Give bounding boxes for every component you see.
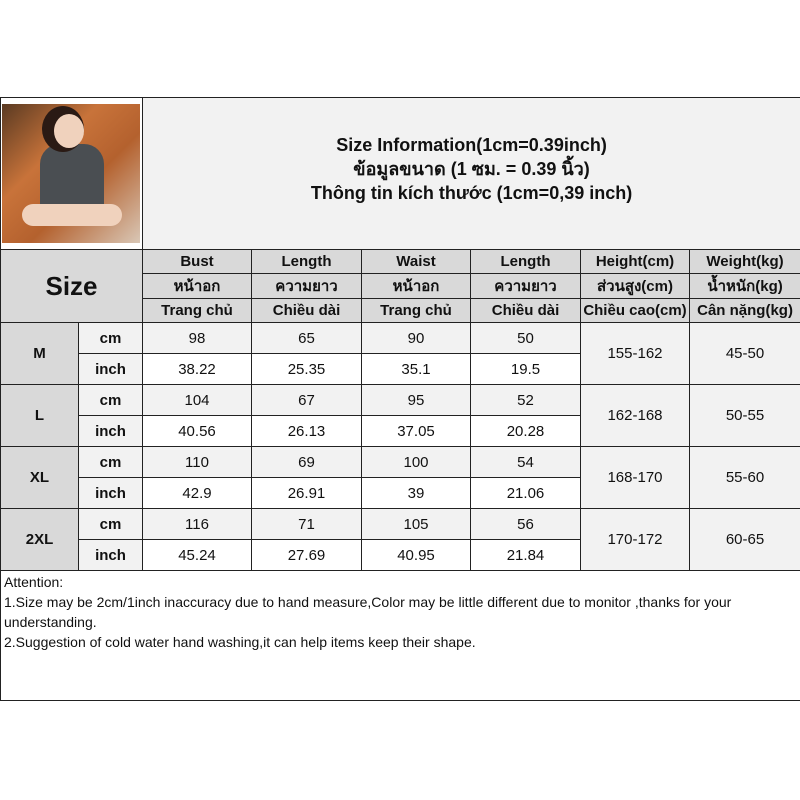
size-label: 2XL (0, 508, 79, 571)
size-label: L (0, 384, 79, 447)
weight-range: 50-55 (688, 384, 800, 447)
cell-value: 110 (142, 446, 252, 478)
table-row-cm: 2XL cm 116 71 105 56 170-172 60-65 (0, 508, 800, 571)
cell-value: 37.05 (361, 415, 471, 447)
chart-title: Size Information(1cm=0.39inch) ข้อมูลขนา… (141, 97, 800, 250)
attention-note-2: 2.Suggestion of cold water hand washing,… (4, 634, 476, 650)
cell-value: 21.06 (470, 477, 581, 509)
col-header-th: น้ำหนัก(kg) (688, 273, 800, 299)
cell-value: 71 (251, 508, 362, 540)
title-thai: ข้อมูลขนาด (1 ซม. = 0.39 นิ้ว) (353, 158, 590, 179)
unit-label: inch (78, 477, 143, 509)
cell-value: 56 (470, 508, 581, 540)
height-range: 168-170 (580, 446, 690, 509)
unit-label: inch (78, 539, 143, 571)
unit-label: cm (78, 322, 143, 354)
cell-value: 69 (251, 446, 362, 478)
col-header-en: Length (470, 249, 581, 274)
cell-value: 45.24 (142, 539, 252, 571)
col-header-en: Waist (361, 249, 471, 274)
cell-value: 54 (470, 446, 581, 478)
product-photo-cell (0, 97, 143, 250)
col-header-vi: Chiều dài (470, 298, 581, 323)
table-row-inch: inch 40.56 26.13 37.05 20.28 (1, 415, 800, 447)
cell-value: 35.1 (361, 353, 471, 385)
col-header-th: ส่วนสูง(cm) (580, 273, 690, 299)
cell-value: 95 (361, 384, 471, 416)
title-vietnamese: Thông tin kích thước (1cm=0,39 inch) (310, 182, 633, 203)
weight-range: 60-65 (688, 508, 800, 571)
table-row-inch: inch 42.9 26.91 39 21.06 (1, 477, 800, 509)
unit-label: cm (78, 384, 143, 416)
cell-value: 90 (361, 322, 471, 354)
cell-value: 50 (470, 322, 581, 354)
cell-value: 19.5 (470, 353, 581, 385)
cell-value: 27.69 (251, 539, 362, 571)
table-row-cm: XL cm 110 69 100 54 168-170 55-60 (0, 446, 800, 509)
cell-value: 25.35 (251, 353, 362, 385)
col-header-vi: Chiều dài (251, 298, 362, 323)
height-range: 162-168 (580, 384, 690, 447)
weight-range: 45-50 (688, 322, 800, 385)
col-header-vi: Trang chủ (361, 298, 471, 323)
cell-value: 105 (361, 508, 471, 540)
title-english: Size Information(1cm=0.39inch) (336, 134, 607, 155)
cell-value: 39 (361, 477, 471, 509)
cell-value: 52 (470, 384, 581, 416)
product-photo (2, 104, 140, 243)
cell-value: 42.9 (142, 477, 252, 509)
col-header-vi: Trang chủ (142, 298, 252, 323)
unit-label: inch (78, 415, 143, 447)
cell-value: 20.28 (470, 415, 581, 447)
cell-value: 38.22 (142, 353, 252, 385)
col-header-vi: Cân nặng(kg) (688, 298, 800, 323)
cell-value: 21.84 (470, 539, 581, 571)
attention-heading: Attention: (4, 574, 64, 590)
col-header-th: หน้าอก (361, 273, 471, 299)
cell-value: 65 (251, 322, 362, 354)
col-header-vi: Chiều cao(cm) (580, 298, 690, 323)
unit-label: cm (78, 508, 143, 540)
col-header-en: Length (251, 249, 362, 274)
cell-value: 26.91 (251, 477, 362, 509)
weight-range: 55-60 (688, 446, 800, 509)
col-header-en: Bust (142, 249, 252, 274)
col-header-th: ความยาว (251, 273, 362, 299)
size-header: Size (0, 249, 143, 323)
col-header-en: Weight(kg) (688, 249, 800, 274)
cell-value: 104 (142, 384, 252, 416)
cell-value: 40.95 (361, 539, 471, 571)
col-header-th: หน้าอก (142, 273, 252, 299)
height-range: 155-162 (580, 322, 690, 385)
cell-value: 26.13 (251, 415, 362, 447)
height-range: 170-172 (580, 508, 690, 571)
size-label: M (0, 322, 79, 385)
size-chart-table: Size Information(1cm=0.39inch) ข้อมูลขนา… (0, 97, 800, 701)
col-header-th: ความยาว (470, 273, 581, 299)
cell-value: 40.56 (142, 415, 252, 447)
unit-label: inch (78, 353, 143, 385)
size-label: XL (0, 446, 79, 509)
table-row-inch: inch 38.22 25.35 35.1 19.5 (1, 353, 800, 385)
unit-label: cm (78, 446, 143, 478)
col-header-en: Height(cm) (580, 249, 690, 274)
cell-value: 98 (142, 322, 252, 354)
cell-value: 67 (251, 384, 362, 416)
table-row-inch: inch 45.24 27.69 40.95 21.84 (1, 539, 800, 571)
attention-note-1: 1.Size may be 2cm/1inch inaccuracy due t… (4, 594, 732, 630)
cell-value: 100 (361, 446, 471, 478)
attention-notes: Attention: 1.Size may be 2cm/1inch inacc… (0, 570, 800, 701)
cell-value: 116 (142, 508, 252, 540)
